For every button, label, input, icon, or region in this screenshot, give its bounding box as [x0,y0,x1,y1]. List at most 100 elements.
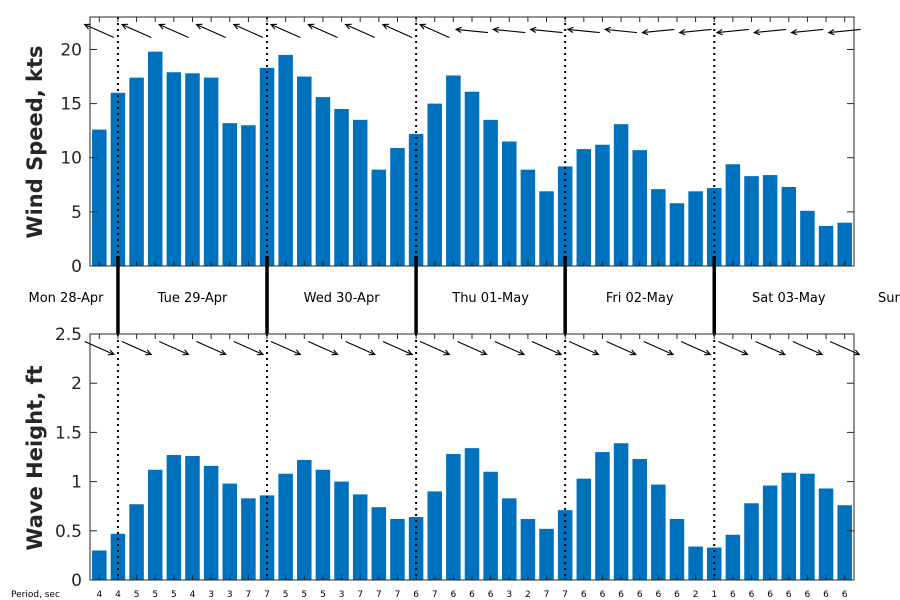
period-value: 7 [357,590,363,600]
period-value: 6 [469,590,475,600]
day-separators [116,256,716,334]
wave-bar [315,469,331,580]
wind-direction-arrow [603,26,638,34]
wind-bar [371,169,387,266]
wind-bar [390,148,405,266]
wave-y-tick-label: 2 [71,374,82,394]
period-value: 6 [823,590,829,600]
wave-bar [203,465,219,580]
wave-direction-arrow [643,340,675,356]
day-label: Tue 29-Apr [157,291,228,306]
wave-y-tick-label: 1.5 [55,423,82,443]
wave-direction-arrow [606,340,637,356]
wind-bar [427,103,442,266]
wind-bar [520,169,536,266]
wind-direction-arrow [790,28,824,36]
period-value: 7 [562,590,568,600]
wind-bar [446,75,461,267]
period-value: 3 [506,590,512,600]
period-values: 4 4 5 5 5 4 3 3 7 7 5 5 5 3 7 7 7 6 7 6 6 6 3 2 7 7 6 6 6 6 6 6 2 1 6 6 6 6 6 6… [96,590,847,600]
wind-direction-arrow [529,26,563,34]
period-value: 4 [96,590,102,600]
wave-direction-arrow [568,340,600,356]
wave-bar [92,550,107,580]
wind-bar [576,149,592,266]
period-value: 6 [618,590,624,600]
wind-bar [166,72,182,267]
wave-axes: 0 0.5 1 1.5 2 2.5 [55,325,855,591]
wave-y-tick-label: 1 [71,473,82,493]
period-value: 6 [749,590,755,600]
period-value: 6 [655,590,661,600]
period-value: 6 [488,590,494,600]
period-value: 2 [693,590,699,600]
wind-y-axis-label: Wind Speed, kts [23,45,47,238]
wind-direction-arrow [120,23,152,39]
wave-bar [334,481,349,580]
period-value: 5 [283,590,289,600]
wind-direction-arrow [566,26,600,34]
wind-bar [297,76,312,266]
wind-y-tick-label: 5 [71,203,82,223]
wave-bar [185,456,200,580]
wind-speed-chart: Wind Speed, kts 0 5 10 15 20 [23,16,861,277]
wind-bar [352,119,368,266]
period-value: 6 [451,590,457,600]
period-value: 7 [246,590,252,600]
period-value: 6 [767,590,773,600]
wind-axes: 0 5 10 15 20 [60,16,855,277]
period-row-label: Period, sec [11,590,60,600]
wind-bar [762,175,778,266]
wind-direction-arrow [641,28,675,36]
wave-direction-arrow [233,340,265,356]
wave-bar [669,518,685,580]
day-labels: Mon 28-Apr Tue 29-Apr Wed 30-Apr Thu 01-May… [29,291,900,306]
period-value: 6 [637,590,643,600]
wind-bar [800,210,815,266]
period-value: 3 [227,590,233,600]
wave-bar [166,455,182,580]
wind-bar [203,77,219,266]
wave-bar [539,528,554,580]
wind-direction-arrow [158,23,189,39]
wind-bar [278,54,293,266]
period-value: 6 [581,590,587,600]
day-label: Mon 28-Apr [29,291,105,306]
period-value: 5 [320,590,326,600]
wave-height-chart: Wave Height, ft 0 0.5 1 1.5 2 2.5 [23,325,861,591]
wave-bar [147,469,163,580]
day-label: Thu 01-May [451,291,529,306]
wave-y-tick-label: 2.5 [55,325,82,345]
wave-direction-arrows [84,340,861,356]
wind-bar [259,67,275,266]
period-value: 1 [711,590,717,600]
wind-direction-arrow [678,28,712,36]
wave-bar [259,495,275,580]
period-value: 6 [786,590,792,600]
period-value: 4 [115,590,121,600]
wind-y-tick-label: 15 [60,95,82,115]
wind-direction-arrow [492,26,526,34]
wave-direction-arrow [121,340,153,356]
wind-bar [315,97,331,266]
wind-bars [92,51,852,267]
period-value: 3 [208,590,214,600]
wind-direction-arrow [418,23,450,39]
period-value: 5 [134,590,140,600]
wave-bar [278,473,293,580]
period-value: 4 [190,590,196,600]
day-label: Fri 02-May [606,291,674,306]
wave-direction-arrow [345,340,376,356]
wave-bar [818,488,834,580]
wave-bar [427,491,442,580]
wave-bars [92,443,852,580]
wave-bar [241,498,256,580]
wave-bar [371,507,387,580]
wave-direction-arrow [792,340,824,356]
wave-direction-arrow [419,340,451,356]
wind-direction-arrow [232,23,264,39]
wind-direction-arrow [454,26,488,34]
wave-bar [129,504,144,580]
wave-bar [520,518,536,580]
wind-bar [837,222,852,266]
